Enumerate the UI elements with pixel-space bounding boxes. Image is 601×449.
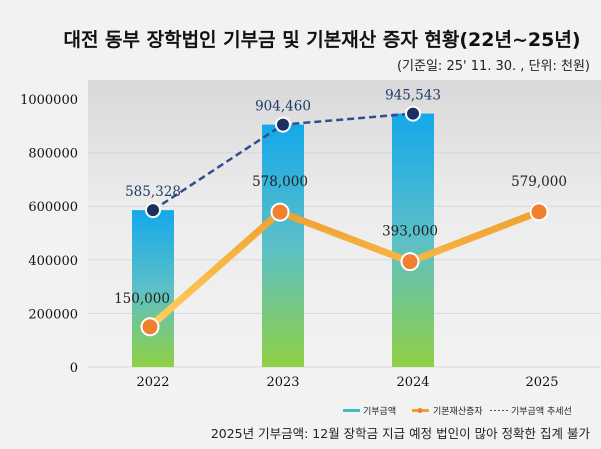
legend-marker-capital	[417, 408, 423, 413]
data-label-capital: 150,000	[114, 291, 170, 307]
y-tick-label: 600000	[28, 200, 78, 215]
x-tick-label: 2025	[525, 375, 558, 390]
marker-trend	[405, 105, 421, 122]
marker-capital	[140, 317, 160, 337]
marker-trend	[145, 202, 161, 219]
data-label-capital: 393,000	[382, 224, 438, 240]
chart-title: 대전 동부 장학법인 기부금 및 기본재산 증자 현황(22년~25년)	[63, 28, 580, 51]
legend-label-capital: 기본재산증자	[433, 406, 483, 417]
marker-capital	[529, 202, 549, 222]
x-tick-label: 2022	[136, 375, 169, 390]
y-tick-label: 1000000	[20, 93, 78, 108]
data-label-trend: 945,543	[385, 88, 441, 104]
bar-donation	[392, 113, 434, 367]
data-label-trend: 904,460	[255, 99, 311, 115]
line-capital	[147, 208, 541, 330]
y-tick-label: 200000	[28, 307, 78, 322]
footnote: 2025년 기부금액: 12월 장학금 지급 예정 법인이 많아 정확한 집계 …	[211, 426, 591, 441]
y-tick-label: 400000	[28, 254, 78, 269]
legend-swatch-donation	[343, 409, 360, 412]
bar-donation	[262, 124, 304, 367]
chart-subtitle: (기준일: 25' 11. 30. , 단위: 천원)	[397, 59, 590, 74]
legend: 기부금액 기본재산증자 기부금액 추세선	[343, 405, 572, 417]
marker-trend	[275, 116, 291, 133]
legend-label-donation: 기부금액	[363, 405, 396, 417]
x-tick-label: 2024	[396, 375, 429, 390]
data-label-capital: 579,000	[511, 174, 567, 190]
data-label-trend: 585,328	[125, 184, 181, 200]
y-tick-label: 800000	[28, 147, 78, 162]
y-tick-label: 0	[70, 361, 78, 376]
marker-capital	[270, 202, 290, 222]
data-label-capital: 578,000	[252, 174, 308, 190]
x-tick-label: 2023	[266, 375, 299, 390]
bar-donation	[132, 210, 174, 367]
marker-capital	[400, 252, 420, 272]
legend-label-trend: 기부금액 추세선	[511, 405, 572, 417]
